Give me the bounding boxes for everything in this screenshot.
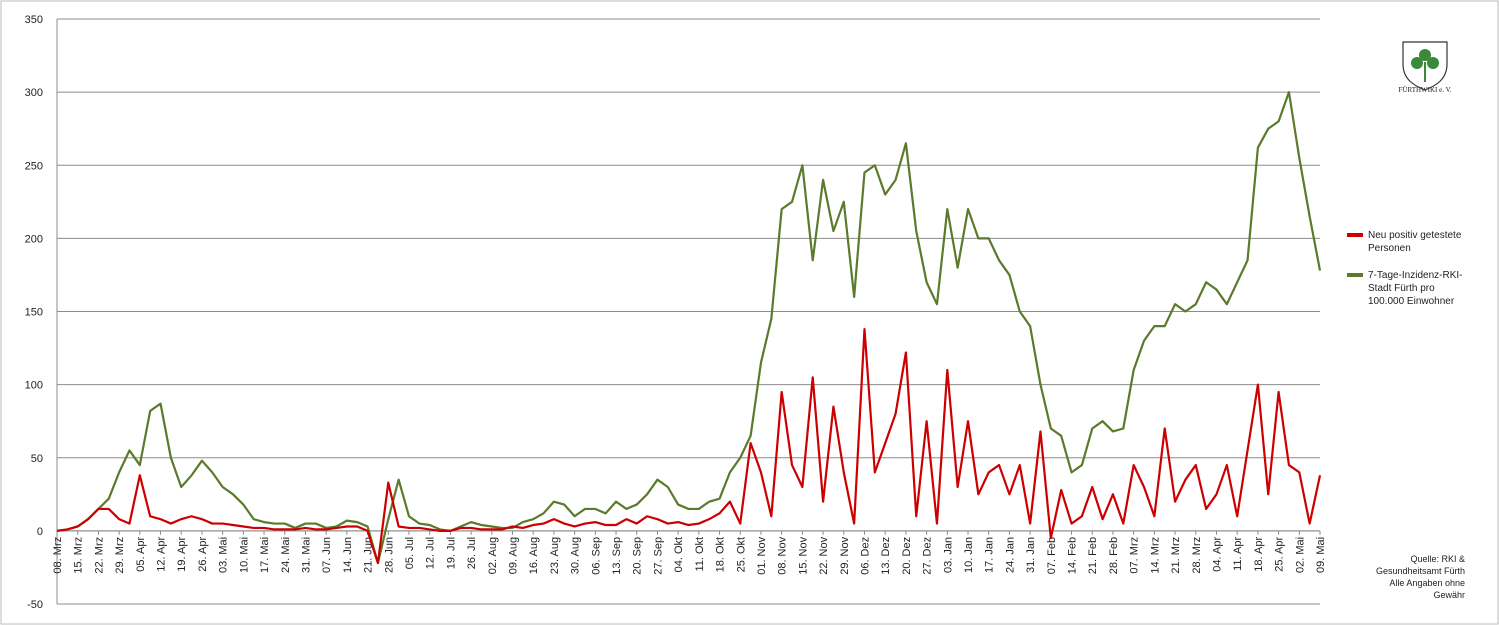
y-tick-label: 50 bbox=[31, 453, 43, 465]
x-tick-label: 02. Aug bbox=[487, 537, 499, 574]
x-tick-label: 22. Mrz bbox=[93, 537, 105, 574]
series-line bbox=[56, 327, 1322, 565]
y-tick-label: 300 bbox=[25, 87, 43, 99]
x-tick-label: 23. Aug bbox=[549, 537, 561, 574]
x-tick-label: 06. Dez bbox=[859, 537, 871, 575]
x-tick-label: 21. Mrz bbox=[1170, 537, 1182, 574]
x-tick-label: 31. Mai bbox=[300, 537, 312, 573]
y-tick-label: 200 bbox=[25, 233, 43, 245]
x-tick-label: 03. Jan bbox=[942, 537, 954, 573]
x-tick-label: 09. Aug bbox=[508, 537, 520, 574]
y-tick-label: 350 bbox=[25, 14, 43, 26]
x-tick-label: 07. Jun bbox=[321, 537, 333, 573]
legend-label: Neu positiv getestete Personen bbox=[1368, 230, 1462, 254]
logo-text: FÜRTHWIKI e. V. bbox=[1398, 86, 1452, 94]
x-tick-label: 24. Mai bbox=[280, 537, 292, 573]
x-tick-label: 25. Apr bbox=[1274, 537, 1286, 572]
x-tick-label: 12. Jul bbox=[425, 537, 437, 569]
x-tick-label: 19. Jul bbox=[445, 537, 457, 569]
x-tick-label: 05. Apr bbox=[135, 537, 147, 572]
legend-label: 7-Tage-Inzidenz-RKI-Stadt Fürth pro 100.… bbox=[1368, 270, 1463, 307]
y-tick-label: 100 bbox=[25, 380, 43, 392]
x-tick-label: 22. Nov bbox=[818, 536, 830, 574]
x-tick-label: 14. Jun bbox=[342, 537, 354, 573]
x-tick-label: 12. Apr bbox=[156, 537, 168, 572]
x-tick-label: 30. Aug bbox=[570, 537, 582, 574]
y-tick-label: 150 bbox=[25, 307, 43, 319]
x-tick-label: 18. Apr bbox=[1253, 537, 1265, 572]
legend-swatch bbox=[1347, 233, 1363, 237]
x-tick-label: 18. Okt bbox=[715, 537, 727, 572]
x-tick-label: 02. Mai bbox=[1294, 537, 1306, 573]
x-tick-label: 24. Jan bbox=[1004, 537, 1016, 573]
x-tick-label: 28. Feb bbox=[1108, 537, 1120, 574]
x-tick-label: 20. Dez bbox=[901, 537, 913, 575]
x-tick-label: 29. Mrz bbox=[114, 537, 126, 574]
x-tick-label: 13. Dez bbox=[880, 537, 892, 575]
y-tick-label: 0 bbox=[37, 526, 43, 538]
source-note: Quelle: RKI & Gesundheitsamt Fürth Alle … bbox=[1375, 554, 1465, 600]
x-tick-label: 14. Feb bbox=[1067, 537, 1079, 574]
x-tick-label: 13. Sep bbox=[611, 537, 623, 575]
x-tick-label: 17. Mai bbox=[259, 537, 271, 573]
x-tick-label: 28. Jun bbox=[383, 537, 395, 573]
x-tick-label: 03. Mai bbox=[218, 537, 230, 573]
x-tick-label: 11. Apr bbox=[1232, 537, 1244, 571]
x-tick-label: 14. Mrz bbox=[1149, 537, 1161, 574]
x-tick-label: 08. Mrz bbox=[52, 537, 64, 574]
x-tick-label: 21. Feb bbox=[1087, 537, 1099, 574]
x-tick-label: 29. Nov bbox=[839, 536, 851, 574]
x-tick-label: 16. Aug bbox=[528, 537, 540, 574]
series-line bbox=[56, 91, 1322, 565]
x-tick-label: 31. Jan bbox=[1025, 537, 1037, 573]
x-tick-label: 27. Dez bbox=[922, 537, 934, 575]
x-tick-label: 10. Mai bbox=[238, 537, 250, 573]
x-tick-label: 04. Apr bbox=[1211, 537, 1223, 572]
x-tick-label: 10. Jan bbox=[963, 537, 975, 573]
x-tick-label: 01. Nov bbox=[756, 536, 768, 574]
legend-swatch bbox=[1347, 273, 1363, 277]
x-tick-label: 07. Mrz bbox=[1129, 537, 1141, 574]
x-tick-label: 25. Okt bbox=[735, 537, 747, 572]
x-tick-label: 08. Nov bbox=[777, 536, 789, 574]
x-tick-label: 20. Sep bbox=[632, 537, 644, 575]
logo-shield bbox=[1402, 41, 1448, 91]
x-tick-label: 15. Mrz bbox=[73, 537, 85, 574]
x-tick-label: 27. Sep bbox=[652, 537, 664, 575]
x-tick-label: 26. Jul bbox=[466, 537, 478, 569]
x-tick-label: 28. Mrz bbox=[1191, 537, 1203, 574]
x-tick-label: 19. Apr bbox=[176, 537, 188, 572]
x-tick-label: 04. Okt bbox=[673, 537, 685, 572]
y-tick-label: -50 bbox=[27, 599, 43, 611]
y-tick-label: 250 bbox=[25, 160, 43, 172]
x-tick-label: 15. Nov bbox=[797, 536, 809, 574]
x-tick-label: 09. Mai bbox=[1315, 537, 1327, 573]
x-tick-label: 26. Apr bbox=[197, 537, 209, 572]
x-tick-label: 06. Sep bbox=[590, 537, 602, 575]
x-tick-label: 07. Feb bbox=[1046, 537, 1058, 574]
x-tick-label: 11. Okt bbox=[694, 537, 706, 572]
x-tick-label: 05. Jul bbox=[404, 537, 416, 569]
x-tick-label: 17. Jan bbox=[984, 537, 996, 573]
